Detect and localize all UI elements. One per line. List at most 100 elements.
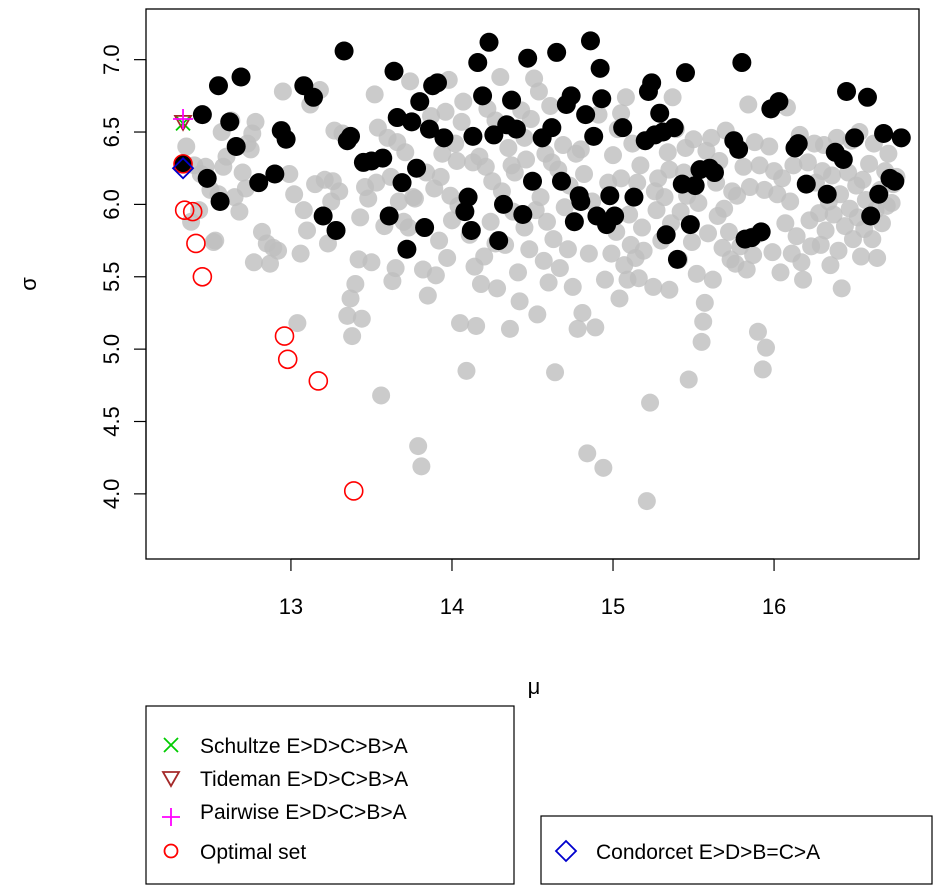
candidate-point bbox=[407, 158, 427, 178]
dominated-point bbox=[620, 205, 639, 224]
optimal-set-point bbox=[173, 154, 193, 174]
candidate-point bbox=[837, 82, 857, 101]
candidate-point bbox=[208, 76, 228, 96]
optimal-set-point bbox=[192, 266, 213, 287]
dominated-point bbox=[633, 218, 652, 237]
pairwise-marker bbox=[173, 109, 194, 129]
dominated-point bbox=[612, 169, 631, 188]
dominated-point bbox=[563, 277, 582, 296]
dominated-point bbox=[488, 279, 507, 298]
candidate-point bbox=[613, 118, 633, 138]
plus-icon bbox=[162, 808, 180, 826]
candidate-point bbox=[547, 42, 567, 62]
legend-left-box bbox=[145, 705, 515, 885]
dominated-point bbox=[671, 202, 690, 221]
dominated-point bbox=[244, 253, 263, 272]
dominated-point bbox=[715, 199, 734, 218]
dominated-point bbox=[832, 279, 851, 298]
dominated-point bbox=[204, 233, 223, 252]
dominated-point bbox=[616, 88, 635, 107]
dominated-point bbox=[682, 233, 701, 252]
dominated-point bbox=[629, 269, 648, 288]
candidate-point bbox=[387, 108, 407, 128]
legend-item-pairwise: Pairwise E>D>C>B>A bbox=[162, 801, 407, 826]
dominated-point bbox=[471, 275, 490, 293]
dominated-point bbox=[338, 306, 357, 325]
candidate-point bbox=[600, 186, 620, 206]
candidate-point bbox=[513, 205, 533, 225]
candidate-point bbox=[326, 220, 346, 240]
dominated-point bbox=[372, 386, 391, 405]
dominated-point bbox=[452, 112, 471, 131]
candidate-point bbox=[397, 239, 417, 259]
dominated-point bbox=[537, 212, 556, 231]
legend-left: Schultze E>D>C>B>A Tideman E>D>C>B>A Pai… bbox=[145, 705, 515, 885]
optimal-set-point bbox=[308, 371, 329, 391]
candidate-point bbox=[523, 171, 542, 191]
diamond-icon bbox=[554, 839, 578, 863]
dominated-point bbox=[294, 201, 313, 220]
dominated-point bbox=[447, 151, 466, 170]
dominated-point bbox=[823, 166, 842, 185]
dominated-point bbox=[719, 222, 738, 241]
x-tick-label: 15 bbox=[601, 594, 625, 619]
dominated-point bbox=[575, 165, 594, 183]
candidate-point bbox=[592, 89, 612, 109]
dominated-point bbox=[645, 182, 664, 201]
dominated-point bbox=[660, 280, 679, 299]
dominated-point bbox=[467, 316, 486, 335]
dominated-point bbox=[351, 208, 370, 227]
candidate-point bbox=[891, 128, 911, 148]
dominated-point bbox=[491, 68, 510, 87]
candidate-point bbox=[561, 86, 581, 106]
candidate-point bbox=[197, 168, 217, 188]
dominated-point bbox=[699, 224, 718, 243]
dominated-point bbox=[644, 277, 663, 296]
dominated-point bbox=[528, 305, 547, 324]
dominated-point bbox=[771, 263, 790, 282]
dominated-point bbox=[860, 154, 879, 173]
dominated-point bbox=[703, 270, 722, 289]
dominated-point bbox=[852, 247, 871, 266]
candidate-point bbox=[334, 41, 354, 61]
y-tick-label: 4.5 bbox=[99, 406, 124, 437]
y-tick-label: 6.5 bbox=[99, 117, 124, 148]
dominated-point bbox=[604, 146, 623, 165]
dominated-point bbox=[233, 163, 252, 182]
dominated-point bbox=[647, 201, 666, 220]
dominated-point bbox=[816, 221, 835, 240]
dominated-point bbox=[863, 230, 882, 249]
candidate-point bbox=[276, 129, 296, 149]
optimal-set-point bbox=[186, 233, 206, 254]
candidate-point bbox=[605, 206, 625, 226]
dominated-point bbox=[660, 160, 679, 179]
candidate-point bbox=[484, 125, 504, 145]
candidate-point bbox=[542, 118, 562, 138]
dominated-point bbox=[781, 192, 800, 211]
candidate-point bbox=[249, 173, 269, 193]
dominated-point bbox=[481, 212, 500, 231]
dominated-point bbox=[589, 105, 608, 124]
dominated-point bbox=[579, 244, 598, 263]
dominated-point bbox=[269, 241, 288, 260]
y-tick-label: 7.0 bbox=[99, 44, 124, 75]
candidate-point bbox=[434, 128, 454, 148]
points-layer bbox=[173, 31, 911, 511]
candidate-point bbox=[551, 171, 571, 191]
candidate-point bbox=[845, 128, 865, 148]
candidate-point bbox=[506, 119, 526, 139]
candidate-point bbox=[869, 184, 889, 204]
optimal-set-point bbox=[274, 326, 295, 346]
dominated-point bbox=[594, 458, 613, 477]
candidate-point bbox=[384, 61, 404, 81]
candidate-point bbox=[796, 174, 816, 194]
candidate-point bbox=[226, 137, 246, 156]
candidate-point bbox=[455, 202, 475, 222]
candidate-point bbox=[402, 112, 422, 132]
candidate-point bbox=[769, 92, 789, 112]
dominated-point bbox=[571, 140, 590, 159]
dominated-point bbox=[637, 492, 656, 511]
dominated-point bbox=[602, 244, 621, 263]
dominated-point bbox=[824, 205, 843, 224]
dominated-point bbox=[475, 247, 494, 266]
